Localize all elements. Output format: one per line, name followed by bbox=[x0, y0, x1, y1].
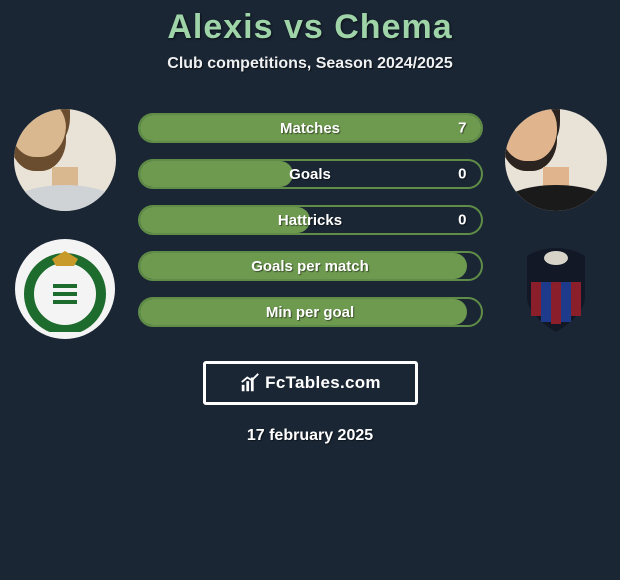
stat-label: Hattricks bbox=[278, 212, 342, 229]
stat-value: 7 bbox=[458, 120, 466, 137]
stat-value: 0 bbox=[458, 212, 466, 229]
club-left-crest bbox=[15, 239, 115, 339]
club-right-crest-svg bbox=[509, 242, 603, 336]
club-right-crest bbox=[506, 239, 606, 339]
stat-value: 0 bbox=[458, 166, 466, 183]
player-left-neck bbox=[52, 167, 78, 187]
stat-label: Goals bbox=[289, 166, 331, 183]
stat-row-goals-per-match: Goals per match bbox=[138, 251, 483, 281]
page-title: Alexis vs Chema bbox=[0, 8, 620, 47]
right-column bbox=[501, 109, 611, 339]
watermark-text: FcTables.com bbox=[265, 373, 381, 393]
watermark: FcTables.com bbox=[203, 361, 418, 405]
left-column bbox=[10, 109, 120, 339]
stat-label: Matches bbox=[280, 120, 340, 137]
chart-icon bbox=[239, 372, 261, 394]
stat-row-goals: Goals 0 bbox=[138, 159, 483, 189]
stat-row-hattricks: Hattricks 0 bbox=[138, 205, 483, 235]
stats-column: Matches 7 Goals 0 Hattricks 0 Goals per … bbox=[138, 109, 483, 327]
player-right-head bbox=[505, 109, 557, 171]
club-left-crest-svg bbox=[22, 246, 108, 332]
player-left-portrait bbox=[14, 109, 116, 211]
stat-row-min-per-goal: Min per goal bbox=[138, 297, 483, 327]
player-right-portrait bbox=[505, 109, 607, 211]
player-left-head bbox=[14, 109, 66, 171]
player-left-shoulders bbox=[14, 185, 116, 211]
comparison-row: Matches 7 Goals 0 Hattricks 0 Goals per … bbox=[0, 109, 620, 339]
player-right-shoulders bbox=[505, 185, 607, 211]
date-line: 17 february 2025 bbox=[0, 427, 620, 445]
player-right-neck bbox=[543, 167, 569, 187]
stat-label: Min per goal bbox=[266, 304, 354, 321]
stat-fill bbox=[140, 161, 293, 187]
stat-label: Goals per match bbox=[251, 258, 369, 275]
stat-row-matches: Matches 7 bbox=[138, 113, 483, 143]
page-subtitle: Club competitions, Season 2024/2025 bbox=[0, 55, 620, 73]
